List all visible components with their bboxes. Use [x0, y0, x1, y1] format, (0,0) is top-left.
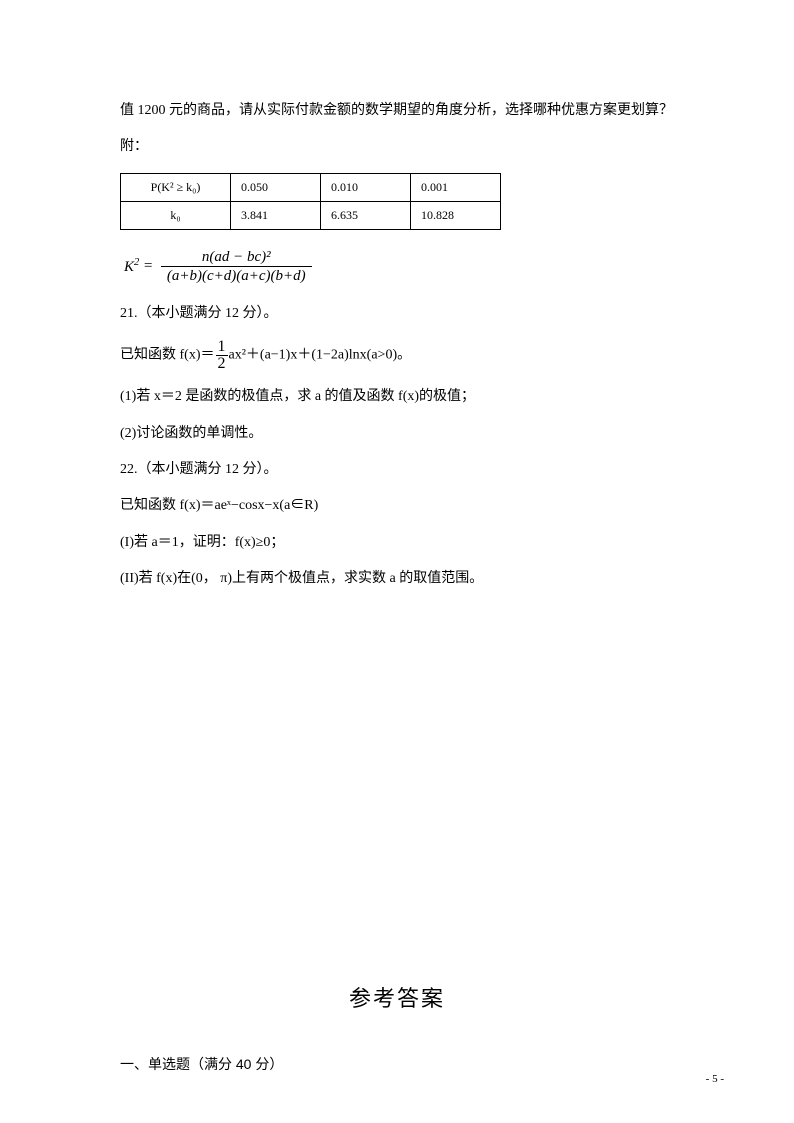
cell: 3.841 — [231, 201, 321, 229]
formula-left: K2 — [124, 257, 139, 276]
cell: 0.001 — [411, 173, 501, 201]
probability-table: P(K² ≥ k₀) 0.050 0.010 0.001 k₀ 3.841 6.… — [120, 173, 674, 230]
cell: 6.635 — [321, 201, 411, 229]
intro-text: 值 1200 元的商品，请从实际付款金额的数学期望的角度分析，选择哪种优惠方案更… — [120, 100, 674, 122]
cell: 0.010 — [321, 173, 411, 201]
q21-header: 21.（本小题满分 12 分）。 — [120, 303, 674, 325]
cell-header-k: k₀ — [121, 201, 231, 229]
fn-post: ax²＋(a−1)x＋(1−2a)lnx(a>0)。 — [229, 348, 412, 363]
answers-heading: 参考答案 — [120, 981, 674, 1013]
page-number: - 5 - — [706, 1073, 724, 1085]
fn-pre: 已知函数 f(x)＝ — [120, 348, 215, 363]
k-table: P(K² ≥ k₀) 0.050 0.010 0.001 k₀ 3.841 6.… — [120, 173, 501, 230]
table-row: k₀ 3.841 6.635 10.828 — [121, 201, 501, 229]
numerator: n(ad − bc)² — [196, 248, 277, 266]
denominator: (a+b)(c+d)(a+c)(b+d) — [161, 267, 312, 285]
k-squared-formula: K2 = n(ad − bc)² (a+b)(c+d)(a+c)(b+d) — [124, 248, 674, 285]
q21-function: 已知函数 f(x)＝12ax²＋(a−1)x＋(1−2a)lnx(a>0)。 — [120, 339, 674, 372]
q21-part2: (2)讨论函数的单调性。 — [120, 423, 674, 445]
attach-label: 附： — [120, 136, 674, 158]
cell: 10.828 — [411, 201, 501, 229]
q22-header: 22.（本小题满分 12 分）。 — [120, 459, 674, 481]
q22-part1: (I)若 a＝1，证明：f(x)≥0； — [120, 532, 674, 554]
fraction: n(ad − bc)² (a+b)(c+d)(a+c)(b+d) — [161, 248, 312, 285]
q22-part2: (II)若 f(x)在(0， π)上有两个极值点，求实数 a 的取值范围。 — [120, 568, 674, 590]
half-fraction: 12 — [216, 339, 228, 372]
equals-sign: = — [139, 258, 157, 275]
table-row: P(K² ≥ k₀) 0.050 0.010 0.001 — [121, 173, 501, 201]
q21-part1: (1)若 x＝2 是函数的极值点，求 a 的值及函数 f(x)的极值； — [120, 386, 674, 408]
cell: 0.050 — [231, 173, 321, 201]
cell-header-p: P(K² ≥ k₀) — [121, 173, 231, 201]
section-1-heading: 一、单选题（满分 40 分） — [120, 1053, 674, 1075]
q22-function: 已知函数 f(x)＝aeˣ−cosx−x(a∈R) — [120, 495, 674, 517]
